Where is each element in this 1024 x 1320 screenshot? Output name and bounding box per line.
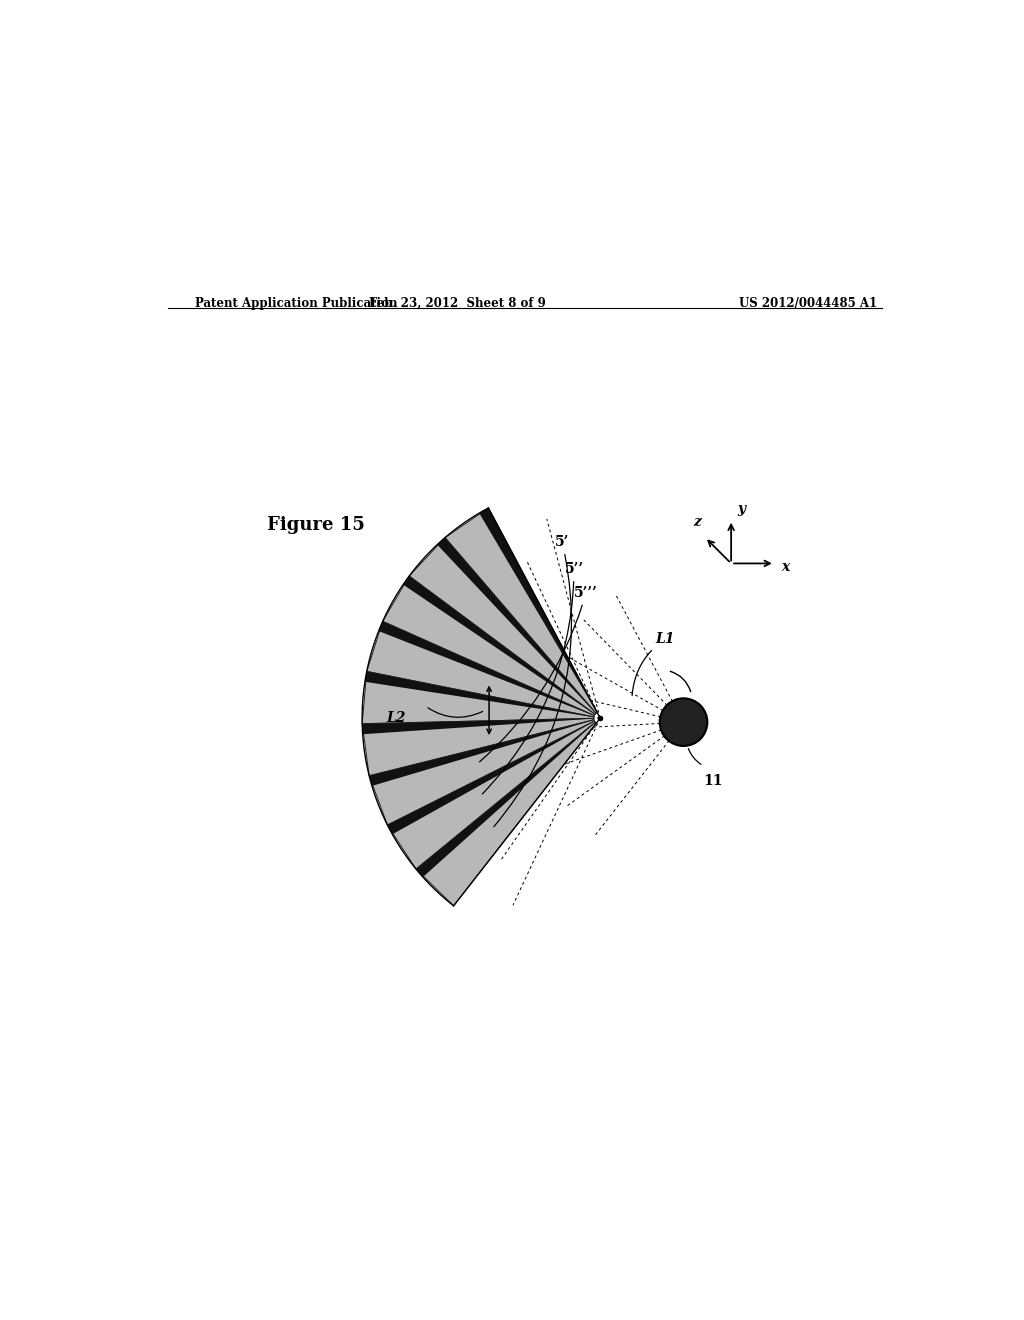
Text: Patent Application Publication: Patent Application Publication <box>196 297 398 310</box>
Polygon shape <box>367 622 594 717</box>
Polygon shape <box>437 537 596 714</box>
Text: y: y <box>737 503 745 516</box>
Polygon shape <box>362 718 594 776</box>
Polygon shape <box>362 718 594 734</box>
Polygon shape <box>370 719 595 825</box>
Text: 5’’: 5’’ <box>482 562 584 795</box>
Circle shape <box>659 698 708 746</box>
Polygon shape <box>379 622 594 715</box>
Text: 11: 11 <box>703 774 723 788</box>
Polygon shape <box>362 672 594 723</box>
Polygon shape <box>387 721 595 834</box>
Text: L2: L2 <box>386 711 406 725</box>
Text: L1: L1 <box>632 632 675 696</box>
Text: Figure 15: Figure 15 <box>267 516 365 533</box>
Polygon shape <box>416 722 596 876</box>
Polygon shape <box>416 722 596 906</box>
Text: Feb. 23, 2012  Sheet 8 of 9: Feb. 23, 2012 Sheet 8 of 9 <box>369 297 546 310</box>
Text: z: z <box>693 515 700 529</box>
Polygon shape <box>383 576 595 715</box>
Text: US 2012/0044485 A1: US 2012/0044485 A1 <box>739 297 878 310</box>
Polygon shape <box>445 508 597 713</box>
Text: 5’: 5’ <box>494 535 571 826</box>
Polygon shape <box>370 719 594 785</box>
Text: x: x <box>781 561 790 574</box>
Polygon shape <box>365 672 594 717</box>
Polygon shape <box>410 537 596 714</box>
Polygon shape <box>387 721 595 869</box>
Polygon shape <box>479 508 597 713</box>
Polygon shape <box>403 576 595 714</box>
Text: 5’’’: 5’’’ <box>479 586 598 762</box>
